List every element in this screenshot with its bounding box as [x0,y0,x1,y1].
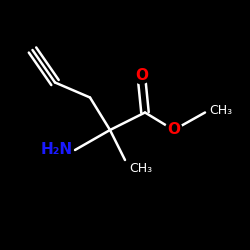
Text: CH₃: CH₃ [129,162,152,175]
Text: H₂N: H₂N [40,142,72,158]
Text: O: O [167,122,180,138]
Text: O: O [135,68,148,82]
Text: CH₃: CH₃ [209,104,232,117]
